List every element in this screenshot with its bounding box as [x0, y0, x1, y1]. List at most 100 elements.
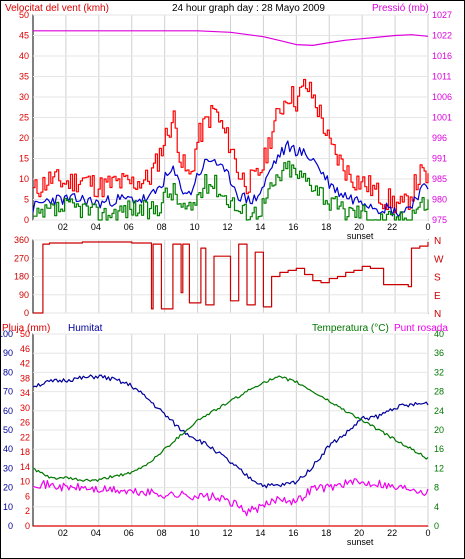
wind-average-line — [32, 140, 429, 218]
wind-direction-line — [33, 241, 429, 314]
compass-tick-label: E — [434, 291, 441, 302]
sunset-label: sunset — [347, 537, 374, 547]
pressure-tick-label: 985 — [432, 174, 447, 184]
speed-tick-label: 45 — [19, 31, 29, 41]
x-tick-label: 04 — [91, 528, 101, 538]
temperature-tick-label: 12 — [434, 463, 444, 473]
humidity-tick-label: 60 — [3, 406, 13, 416]
left-temp-tick-label: 26 — [20, 418, 30, 428]
pressure-tick-label: 1016 — [432, 51, 452, 61]
speed-tick-label: 15 — [19, 154, 29, 164]
temperature-tick-label: 24 — [434, 406, 444, 416]
x-tick-label: 12 — [222, 528, 232, 538]
left-temp-tick-label: 42 — [20, 359, 30, 369]
x-tick-label: 0 — [425, 222, 430, 232]
temperature-tick-label: 16 — [434, 444, 444, 454]
temperature-tick-label: 4 — [434, 502, 439, 512]
x-tick-label: 02 — [58, 528, 68, 538]
x-tick-label: 08 — [157, 528, 167, 538]
pressure-tick-label: 1011 — [432, 72, 451, 82]
wind-gust-line — [33, 78, 429, 214]
speed-tick-label: 40 — [19, 51, 29, 61]
direction-tick-label: 90 — [19, 290, 29, 300]
left-temp-tick-label: 10 — [20, 477, 30, 487]
pressure-tick-label: 975 — [432, 215, 447, 225]
rain-axis-title: Pluja (mm) — [2, 323, 50, 334]
speed-tick-label: 20 — [19, 133, 29, 143]
x-tick-label: 14 — [255, 528, 265, 538]
graph-title: 24 hour graph day : 28 Mayo 2009 — [172, 3, 325, 14]
pressure-tick-label: 996 — [432, 133, 447, 143]
left-temp-tick-label: 22 — [20, 432, 30, 442]
temperature-tick-label: 36 — [434, 348, 444, 358]
sunset-label: sunset — [347, 231, 374, 241]
temperature-tick-label: 0 — [434, 521, 439, 531]
direction-tick-label: 180 — [14, 272, 29, 282]
left-temp-tick-label: 14 — [20, 462, 30, 472]
pressure-tick-label: 1022 — [432, 31, 452, 41]
speed-tick-label: 0 — [24, 215, 29, 225]
humidity-tick-label: 30 — [3, 463, 13, 473]
direction-tick-label: 270 — [14, 253, 29, 263]
temperature-tick-label: 20 — [434, 425, 444, 435]
x-tick-label: 22 — [387, 222, 397, 232]
x-tick-label: 16 — [288, 222, 298, 232]
wind-speed-axis-title: Velocitat del vent (kmh) — [5, 3, 109, 14]
temperature-tick-label: 32 — [434, 367, 444, 377]
left-temp-tick-label: 2 — [25, 506, 30, 516]
humidity-tick-label: 100 — [0, 329, 13, 339]
pressure-tick-label: 991 — [432, 154, 447, 164]
pressure-tick-label: 1027 — [432, 10, 452, 20]
speed-tick-label: 35 — [19, 72, 29, 82]
x-tick-label: 20 — [354, 528, 364, 538]
compass-tick-label: N — [434, 236, 441, 247]
humidity-tick-label: 40 — [3, 444, 13, 454]
x-tick-label: 02 — [58, 222, 68, 232]
pressure-line — [33, 30, 429, 46]
x-tick-label: 18 — [321, 528, 331, 538]
compass-tick-label: N — [434, 309, 441, 320]
x-tick-label: 20 — [354, 222, 364, 232]
speed-tick-label: 10 — [19, 174, 29, 184]
x-tick-label: 22 — [387, 528, 397, 538]
x-tick-label: 0 — [425, 528, 430, 538]
humidity-tick-label: 70 — [3, 387, 13, 397]
temperature-axis-title: Temperatura (°C) — [312, 323, 389, 334]
speed-tick-label: 5 — [24, 195, 29, 205]
x-tick-label: 14 — [255, 222, 265, 232]
humidity-tick-label: 50 — [3, 425, 13, 435]
x-tick-label: 04 — [91, 222, 101, 232]
x-tick-label: 18 — [321, 222, 331, 232]
humidity-axis-title: Humitat — [68, 323, 103, 334]
humidity-tick-label: 10 — [3, 502, 13, 512]
humidity-tick-label: 20 — [3, 483, 13, 493]
x-tick-label: 06 — [124, 528, 134, 538]
dewpoint-line — [32, 478, 429, 517]
direction-tick-label: 0 — [24, 308, 29, 318]
compass-tick-label: W — [434, 254, 444, 265]
left-temp-tick-label: 6 — [25, 491, 30, 501]
humidity-tick-label: 90 — [3, 348, 13, 358]
x-tick-label: 10 — [190, 222, 200, 232]
pressure-tick-label: 980 — [432, 195, 447, 205]
left-temp-tick-label: 46 — [20, 344, 30, 354]
left-temp-tick-label: 30 — [20, 403, 30, 413]
left-temp-tick-label: 18 — [20, 447, 30, 457]
compass-tick-label: S — [434, 273, 441, 284]
pressure-axis-title: Pressió (mb) — [372, 3, 429, 14]
temperature-line — [32, 375, 429, 482]
dewpoint-axis-title: Punt rosada — [394, 323, 448, 334]
humidity-tick-label: 0 — [8, 521, 13, 531]
temperature-tick-label: 28 — [434, 387, 444, 397]
left-temp-tick-label: 0 — [25, 521, 30, 531]
x-tick-label: 16 — [288, 528, 298, 538]
humidity-tick-label: 80 — [3, 367, 13, 377]
wind-minimum-line — [33, 160, 429, 221]
x-tick-label: 10 — [190, 528, 200, 538]
speed-tick-label: 25 — [19, 113, 29, 123]
x-tick-label: 06 — [124, 222, 134, 232]
humidity-line — [32, 374, 429, 489]
pressure-tick-label: 1006 — [432, 92, 452, 102]
speed-tick-label: 50 — [19, 10, 29, 20]
pressure-tick-label: 1001 — [432, 113, 452, 123]
